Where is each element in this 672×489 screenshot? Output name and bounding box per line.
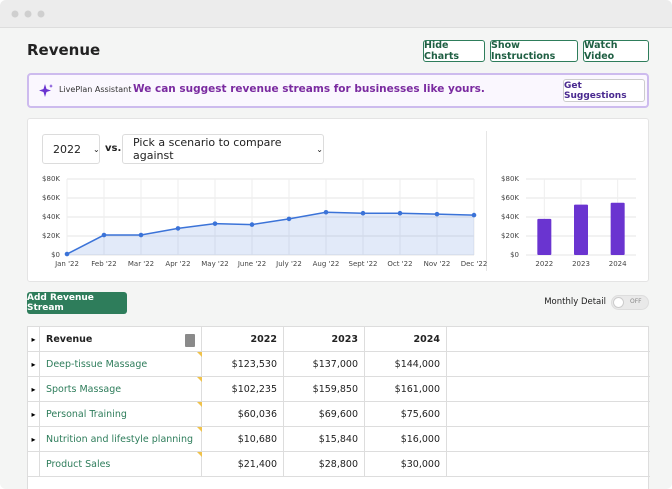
value-cell: $69,600 [284,402,365,427]
window-dots [0,0,60,28]
y-tick-label: $0 [51,251,60,259]
get-suggestions-button[interactable]: Get Suggestions [563,79,645,102]
line-area [67,212,474,255]
row-empty [447,402,650,427]
x-tick-label: Nov '22 [424,260,451,268]
x-tick-label: May '22 [201,260,229,268]
line-point [65,252,70,257]
bar [537,219,551,255]
charts: $0 $20K $40K $60K $80K Jan '22 Feb '22 Mar '22 A… [28,119,648,281]
line-point [213,221,218,226]
x-tick-label: Aug '22 [313,260,340,268]
y-tick-label: $0 [510,251,519,259]
y-tick-label: $20K [501,232,519,240]
header-expander: ▸ [28,327,40,352]
column-header: Revenue [40,327,202,352]
row-empty [447,427,650,452]
row-empty [447,377,650,402]
assistant-message: We can suggest revenue streams for busin… [133,83,485,95]
row-empty [447,352,650,377]
x-tick-label: Sept '22 [349,260,378,268]
y-tick-label: $80K [42,175,60,183]
monthly-detail-label: Monthly Detail [520,297,606,307]
line-point [361,211,366,216]
x-tick-label: 2022 [535,260,553,268]
value-cell: $28,800 [284,452,365,477]
y-tick-label: $80K [501,175,519,183]
value-cell: $137,000 [284,352,365,377]
line-point [472,213,477,218]
line-point [324,210,329,215]
row-expander [28,452,40,477]
header-empty [447,327,650,352]
revenue-name[interactable]: Product Sales [40,452,202,477]
revenue-name[interactable]: Nutrition and lifestyle planning [40,427,202,452]
line-point [287,217,292,222]
x-tick-label: Apr '22 [165,260,190,268]
row-expander[interactable]: ▸ [28,352,40,377]
y-tick-label: $20K [42,232,60,240]
line-point [435,212,440,217]
line-point [250,222,255,227]
assistant-bar: LivePlan Assistant We can suggest revenu… [27,73,649,108]
export-icon[interactable] [185,334,195,347]
revenue-name[interactable]: Sports Massage [40,377,202,402]
column-header: 2023 [284,327,365,352]
line-point [102,233,107,238]
bar [574,205,588,255]
x-tick-label: June '22 [237,260,266,268]
row-expander[interactable]: ▸ [28,377,40,402]
title-bar [0,0,672,28]
row-expander[interactable]: ▸ [28,427,40,452]
value-cell: $75,600 [365,402,447,427]
assistant-label: LivePlan Assistant [59,85,131,94]
y-tick-label: $40K [501,213,519,221]
show-instructions-button[interactable]: Show Instructions [490,40,578,62]
x-tick-label: Feb '22 [91,260,116,268]
y-tick-label: $60K [501,194,519,202]
value-cell: $30,000 [365,452,447,477]
x-tick-label: Mar '22 [128,260,154,268]
value-cell: $60,036 [202,402,284,427]
line-point [398,211,403,216]
monthly-detail-toggle[interactable]: OFF [611,295,649,310]
value-cell: $15,840 [284,427,365,452]
value-cell: $10,680 [202,427,284,452]
page-title: Revenue [27,41,100,59]
value-cell: $159,850 [284,377,365,402]
revenue-name[interactable]: Deep-tissue Massage [40,352,202,377]
bar [611,203,625,255]
revenue-table: ▸Revenue202220232024▸Deep-tissue Massage… [27,326,649,489]
x-tick-label: Oct '22 [387,260,412,268]
y-tick-label: $60K [42,194,60,202]
value-cell: $21,400 [202,452,284,477]
watch-video-button[interactable]: Watch Video [583,40,649,62]
x-tick-label: July '22 [275,260,302,268]
y-tick-label: $40K [42,213,60,221]
row-expander[interactable]: ▸ [28,402,40,427]
x-tick-label: 2024 [609,260,627,268]
line-point [139,233,144,238]
value-cell: $123,530 [202,352,284,377]
column-header: 2024 [365,327,447,352]
x-tick-label: Dec '22 [461,260,488,268]
value-cell: $161,000 [365,377,447,402]
x-tick-label: Jan '22 [54,260,79,268]
add-revenue-stream-button[interactable]: Add Revenue Stream [27,292,127,314]
revenue-name[interactable]: Personal Training [40,402,202,427]
value-cell: $144,000 [365,352,447,377]
x-tick-label: 2023 [572,260,590,268]
toggle-state: OFF [630,298,642,305]
hide-charts-button[interactable]: Hide Charts [423,40,485,62]
sparkle-icon [38,83,54,99]
line-point [176,226,181,231]
chart-card: 2022⌄ vs. Pick a scenario to compare aga… [27,118,649,282]
value-cell: $16,000 [365,427,447,452]
column-header: 2022 [202,327,284,352]
value-cell: $102,235 [202,377,284,402]
row-empty [447,452,650,477]
